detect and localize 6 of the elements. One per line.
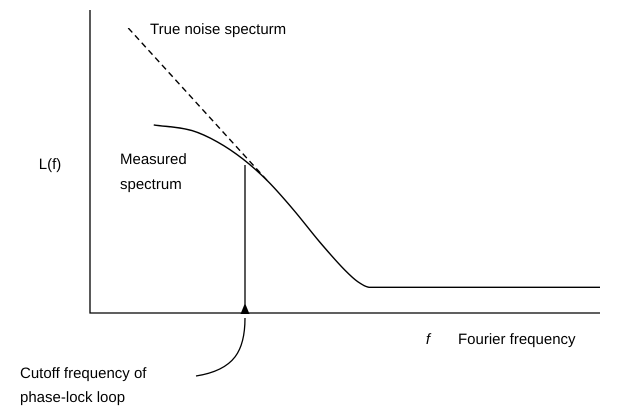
text: f	[426, 331, 432, 348]
series-label: True noise specturm	[150, 21, 286, 38]
y-axis-title: L(f)	[38, 156, 62, 174]
x-axis-title: Fourier frequency	[458, 331, 576, 348]
text: Cutoff frequency of phase-lock loop	[20, 365, 148, 406]
series-label: Measured spectrum	[120, 151, 187, 194]
